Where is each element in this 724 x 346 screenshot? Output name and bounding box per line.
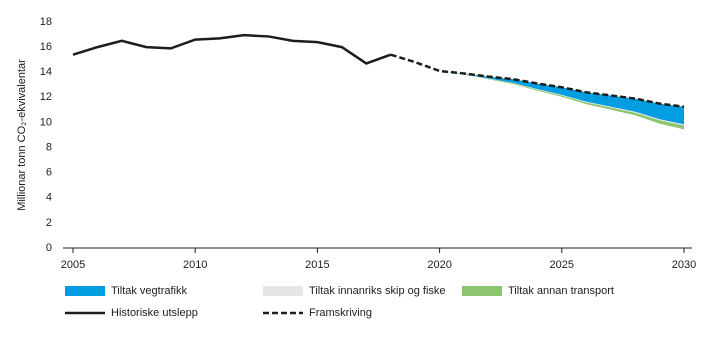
x-tick-label: 2025 [550, 259, 574, 271]
y-tick-label: 4 [46, 192, 52, 204]
legend-label: Tiltak annan transport [508, 285, 614, 297]
y-tick-label: 2 [46, 217, 52, 229]
y-tick-label: 14 [40, 66, 52, 78]
legend-label: Tiltak innanriks skip og fiske [309, 285, 446, 297]
legend-label: Historiske utslepp [111, 307, 198, 319]
y-tick-label: 18 [40, 16, 52, 28]
y-tick-label: 16 [40, 41, 52, 53]
legend-label: Tiltak vegtrafikk [111, 285, 188, 297]
area [439, 70, 684, 130]
legend-label: Framskriving [309, 307, 372, 319]
y-tick-label: 8 [46, 141, 52, 153]
x-tick-label: 2010 [183, 259, 207, 271]
area [439, 70, 684, 125]
line [72, 33, 392, 65]
y-tick-label: 6 [46, 167, 52, 179]
line [390, 53, 685, 108]
x-tick-label: 2020 [427, 259, 451, 271]
legend-swatch [462, 286, 502, 296]
y-tick-label: 0 [46, 242, 52, 254]
x-tick-label: 2030 [672, 259, 696, 271]
y-tick-label: 12 [40, 91, 52, 103]
x-tick-label: 2015 [305, 259, 329, 271]
legend-swatch [263, 286, 303, 296]
legend-swatch [65, 286, 105, 296]
y-tick-label: 10 [40, 116, 52, 128]
area [439, 70, 684, 126]
y-axis-label: Millionar tonn CO₂-ekvivalentar [16, 59, 28, 211]
x-tick-label: 2005 [61, 259, 85, 271]
